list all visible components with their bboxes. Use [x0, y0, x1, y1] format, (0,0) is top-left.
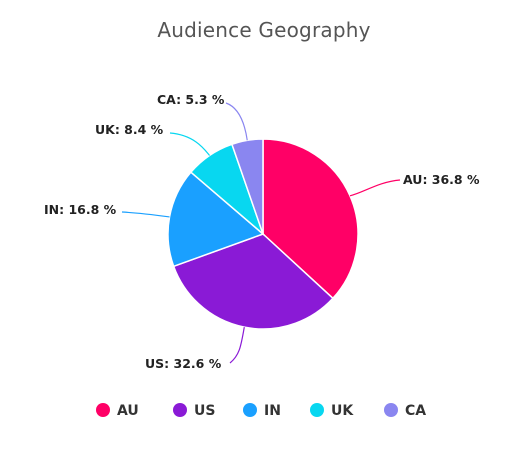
chart-title: Audience Geography: [157, 18, 371, 42]
connector-in: [121, 211, 170, 218]
connector-ca: [225, 102, 248, 141]
legend-marker-ca: [384, 403, 398, 417]
legend-label-in: IN: [264, 403, 281, 419]
legend-marker-us: [173, 403, 187, 417]
legend-marker-in: [243, 403, 257, 417]
data-label-ca: CA: 5.3 %: [157, 92, 225, 107]
data-label-in: IN: 16.8 %: [44, 202, 117, 217]
data-label-au: AU: 36.8 %: [403, 172, 480, 187]
legend-label-us: US: [194, 403, 215, 419]
legend-label-ca: CA: [405, 403, 426, 419]
legend-marker-uk: [310, 403, 324, 417]
pie-slice-ca[interactable]: [230, 138, 264, 235]
connector-uk: [169, 132, 211, 156]
pie-slice-in[interactable]: [167, 171, 265, 268]
legend-label-uk: UK: [331, 403, 354, 419]
legend-label-au: AU: [117, 403, 139, 419]
data-label-uk: UK: 8.4 %: [95, 122, 164, 137]
connector-us: [229, 327, 245, 364]
legend-marker-au: [96, 403, 110, 417]
connector-au: [349, 179, 401, 197]
legend-item-us[interactable]: US: [173, 403, 215, 419]
data-label-us: US: 32.6 %: [145, 356, 222, 371]
legend-item-ca[interactable]: CA: [384, 403, 426, 419]
legend-item-in[interactable]: IN: [243, 403, 281, 419]
legend-item-au[interactable]: AU: [96, 403, 139, 419]
legend-item-uk[interactable]: UK: [310, 403, 354, 419]
